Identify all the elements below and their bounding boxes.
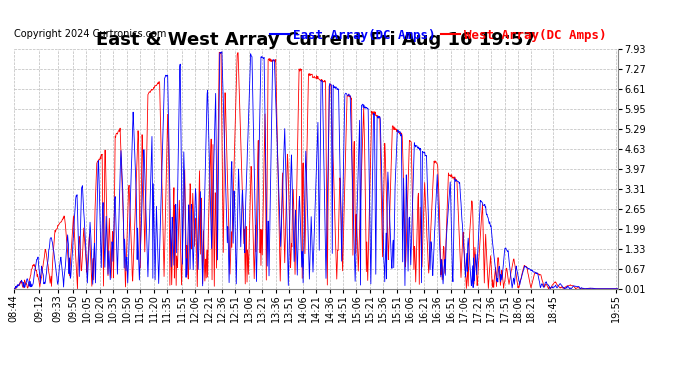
- Title: East & West Array Current Fri Aug 16 19:57: East & West Array Current Fri Aug 16 19:…: [96, 31, 535, 49]
- Legend: East Array(DC Amps), West Array(DC Amps): East Array(DC Amps), West Array(DC Amps): [265, 24, 611, 47]
- Text: Copyright 2024 Curtronics.com: Copyright 2024 Curtronics.com: [14, 29, 166, 39]
